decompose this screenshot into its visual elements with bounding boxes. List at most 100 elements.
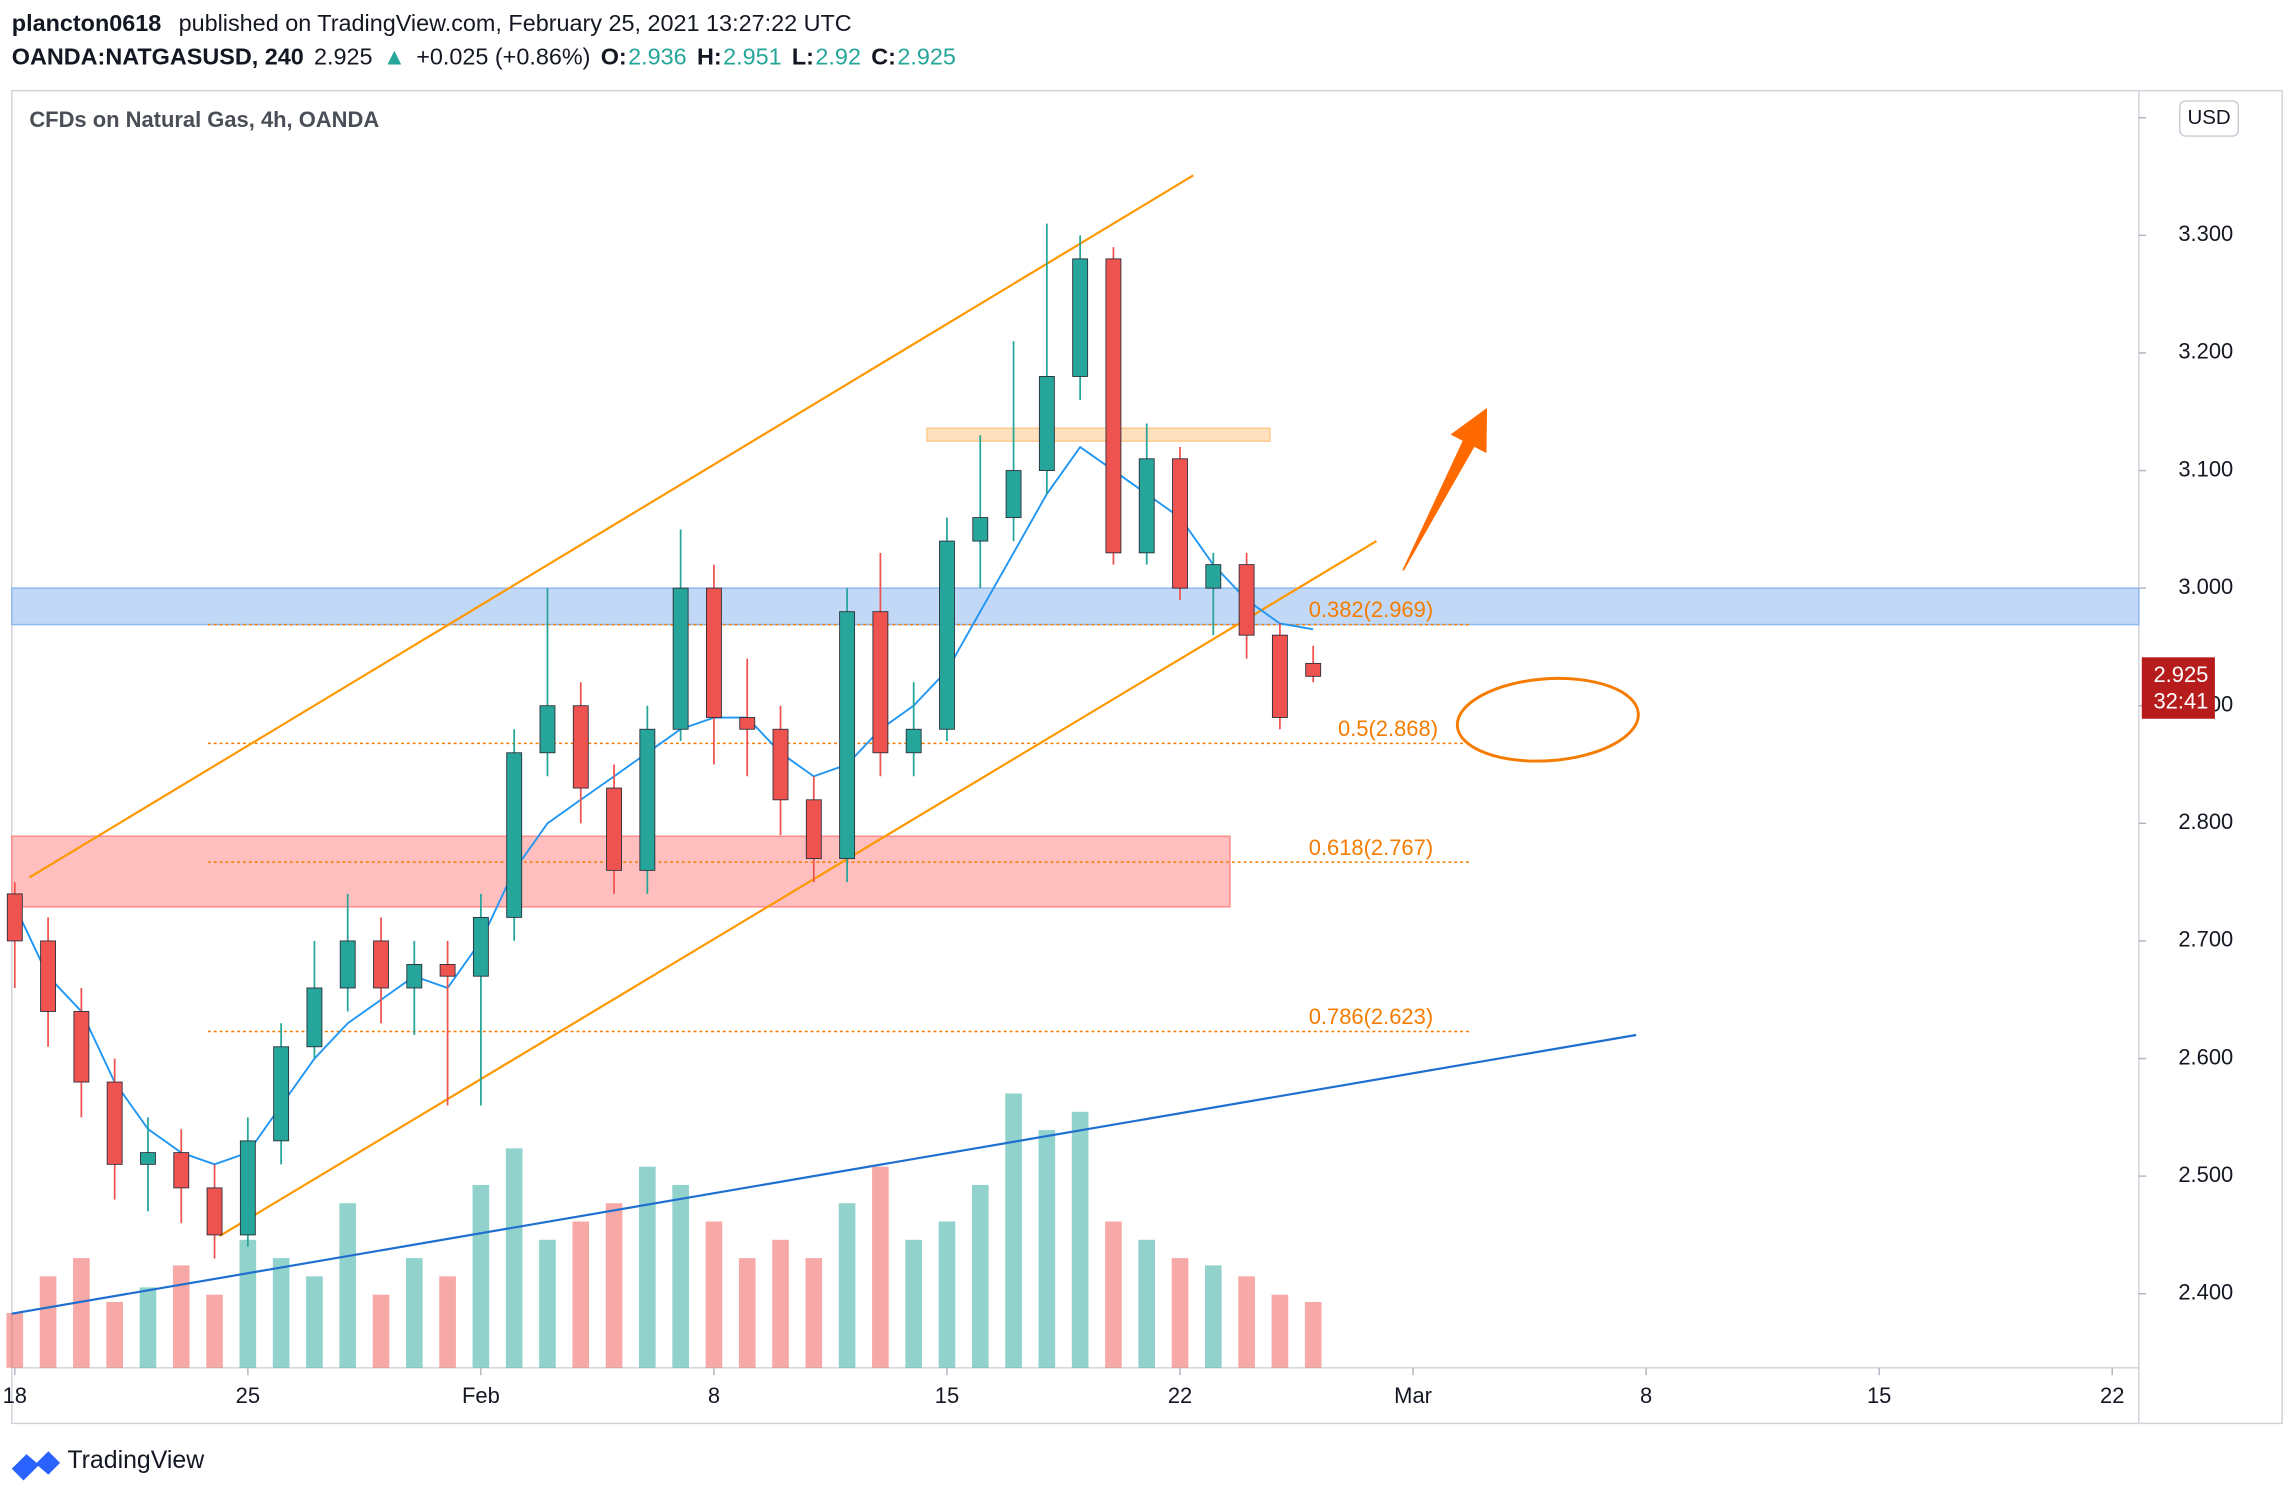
candle-body xyxy=(373,940,389,989)
h-value: 2.951 xyxy=(723,44,782,70)
y-tick-label: 3.100 xyxy=(2178,456,2233,481)
y-tick-label: 2.500 xyxy=(2178,1162,2233,1187)
candle-body xyxy=(872,611,889,754)
volume-bar xyxy=(439,1276,456,1368)
x-tick-label: 8 xyxy=(1640,1383,1652,1408)
candle-body xyxy=(606,787,622,871)
x-tick-label: Feb xyxy=(462,1383,500,1408)
last-price: 2.925 xyxy=(314,44,373,70)
volume-bar xyxy=(1204,1265,1222,1368)
volume-bar xyxy=(505,1148,523,1368)
volume-bar xyxy=(1238,1276,1255,1368)
y-tick-label: 2.700 xyxy=(2178,927,2233,952)
x-tick-label: 15 xyxy=(935,1383,959,1408)
candle-body xyxy=(539,705,556,754)
change-arrow: ▲ xyxy=(383,44,406,70)
volume-bar xyxy=(938,1221,956,1368)
volume-bar xyxy=(572,1221,590,1368)
fib-label: 0.618(2.767) xyxy=(1309,835,1433,860)
zone xyxy=(11,587,2140,626)
y-tick-label: 2.800 xyxy=(2178,809,2233,834)
x-tick-label: 22 xyxy=(1168,1383,1192,1408)
candle-body xyxy=(73,1011,90,1083)
chart-title: CFDs on Natural Gas, 4h, OANDA xyxy=(29,107,379,132)
candle-body xyxy=(439,964,456,977)
trend-line xyxy=(218,540,1378,1238)
volume-bar xyxy=(306,1276,323,1368)
currency-badge[interactable] xyxy=(2179,100,2240,137)
volume-bar xyxy=(39,1276,57,1368)
fib-label: 0.5(2.868) xyxy=(1338,716,1438,741)
price-label-bg xyxy=(2141,657,2215,719)
l-value: 2.92 xyxy=(815,44,861,70)
brand: TradingView xyxy=(67,1446,205,1474)
y-tick-label: 2.400 xyxy=(2178,1280,2233,1305)
zone xyxy=(926,427,1271,442)
x-tick-label: 25 xyxy=(236,1383,260,1408)
y-tick-label: 2.600 xyxy=(2178,1044,2233,1069)
candle-body xyxy=(173,1152,190,1189)
volume-bar xyxy=(172,1265,190,1368)
candle-body xyxy=(739,717,756,730)
change: +0.025 (+0.86%) xyxy=(416,44,590,70)
candle-body xyxy=(839,611,856,860)
volume-bar xyxy=(539,1239,556,1368)
volume-bar xyxy=(106,1301,123,1368)
volume-bar xyxy=(239,1239,257,1368)
countdown: 32:41 xyxy=(2153,688,2208,713)
x-tick-label: 15 xyxy=(1867,1383,1891,1408)
price-label: 2.925 xyxy=(2153,662,2208,687)
candle-body xyxy=(6,893,23,942)
volume-bar xyxy=(139,1287,157,1368)
x-tick-label: 18 xyxy=(3,1383,27,1408)
x-tick-label: 8 xyxy=(708,1383,720,1408)
fib-label: 0.382(2.969) xyxy=(1309,597,1433,622)
volume-bar xyxy=(272,1258,290,1368)
candle-body xyxy=(1105,258,1122,554)
volume-bar xyxy=(605,1203,623,1368)
candle-body xyxy=(572,705,589,789)
trend-line xyxy=(11,1033,1637,1315)
volume-bar xyxy=(639,1166,656,1368)
y-tick-label: 3.200 xyxy=(2178,339,2233,364)
author: plancton0618 xyxy=(12,10,162,36)
volume-bar xyxy=(339,1203,357,1368)
volume-bar xyxy=(73,1258,90,1368)
candle-body xyxy=(40,940,57,1012)
x-tick-label: Mar xyxy=(1394,1383,1432,1408)
candle-body xyxy=(1172,458,1188,589)
trend-line xyxy=(28,174,1194,879)
volume-bar xyxy=(1071,1111,1089,1368)
o-label: O: xyxy=(601,44,627,70)
volume-bar xyxy=(6,1312,24,1368)
fib-label: 0.786(2.623) xyxy=(1309,1004,1433,1029)
volume-bar xyxy=(705,1221,723,1368)
volume-bar xyxy=(206,1294,223,1368)
candle-body xyxy=(506,752,523,918)
volume-bar xyxy=(1038,1130,1056,1368)
volume-bar xyxy=(738,1258,756,1368)
candle-body xyxy=(406,964,423,989)
candle-body xyxy=(939,540,955,730)
candle-body xyxy=(905,728,922,754)
candle-body xyxy=(772,728,789,801)
candle-body xyxy=(273,1046,290,1142)
candle-body xyxy=(239,1140,256,1236)
frame xyxy=(11,89,2283,1425)
h-label: H: xyxy=(697,44,722,70)
candle-body xyxy=(206,1187,223,1236)
volume-bar xyxy=(1171,1258,1189,1368)
volume-bar xyxy=(405,1258,423,1368)
candle-body xyxy=(1005,470,1022,519)
candle-body xyxy=(1072,258,1089,377)
candle-body xyxy=(1305,662,1322,677)
volume-bar xyxy=(1138,1239,1156,1368)
volume-bar xyxy=(372,1294,390,1368)
o-value: 2.936 xyxy=(628,44,687,70)
y-tick-label: 3.000 xyxy=(2178,574,2233,599)
c-label: C: xyxy=(871,44,896,70)
hand-drawn-circle xyxy=(1455,676,1640,763)
volume-bar xyxy=(805,1258,823,1368)
candle-body xyxy=(140,1152,156,1165)
